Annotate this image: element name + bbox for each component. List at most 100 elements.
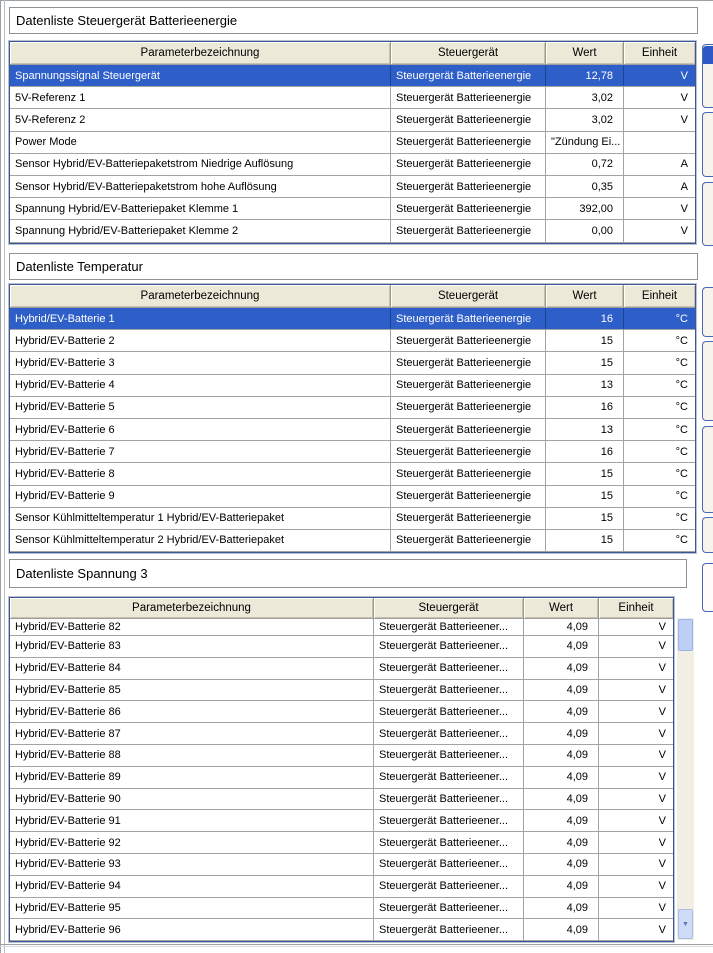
panel-title-steuergeraet-batterieenergie: Datenliste Steuergerät Batterieenergie	[9, 7, 698, 34]
table-row[interactable]: 5V-Referenz 1 Steuergerät Batterieenergie…	[10, 87, 695, 110]
cell-steuergeraet: Steuergerät Batterieenergie	[391, 529, 546, 552]
table-row[interactable]: Hybrid/EV-Batterie 3 Steuergerät Batterie…	[10, 352, 695, 375]
cell-steuergeraet: Steuergerät Batterieenergie	[391, 330, 546, 352]
cell-einheit: V	[658, 662, 666, 675]
cell-parameter: Spannung Hybrid/EV-Batteriepaket Klemme …	[10, 220, 391, 242]
column-header-parameterbezeichnung[interactable]: Parameterbezeichnung	[10, 285, 391, 307]
table-row[interactable]: Hybrid/EV-Batterie 8 Steuergerät Batterie…	[10, 463, 695, 486]
cell-parameter: Spannung Hybrid/EV-Batteriepaket Klemme …	[10, 198, 391, 220]
column-header-steuerger-t[interactable]: Steuergerät	[391, 42, 546, 64]
scroll-down-button[interactable]: ▼	[678, 909, 693, 939]
frame-border-bottom	[0, 944, 713, 945]
cell-wert: 4,09	[524, 788, 599, 810]
scrollbar-thumb[interactable]	[678, 619, 693, 651]
table-row[interactable]: Hybrid/EV-Batterie 1 Steuergerät Batterie…	[10, 308, 695, 331]
table-row[interactable]: Hybrid/EV-Batterie 93 Steuergerät Batteri…	[10, 853, 673, 876]
clipped-side-panel	[702, 112, 713, 177]
cell-wert: 4,09	[524, 810, 599, 832]
table-row[interactable]: Hybrid/EV-Batterie 85 Steuergerät Batteri…	[10, 679, 673, 702]
clipped-side-panel	[702, 287, 713, 337]
table-row[interactable]: Spannung Hybrid/EV-Batteriepaket Klemme …	[10, 220, 695, 243]
clipped-side-panel	[702, 563, 713, 612]
datalist-table-steuergeraet: Parameterbezeichnung Steuergerät Wert Einhe…	[9, 41, 696, 244]
table-row[interactable]: Hybrid/EV-Batterie 82 Steuergerät Batteri…	[10, 619, 673, 636]
table-row[interactable]: Hybrid/EV-Batterie 89 Steuergerät Batteri…	[10, 766, 673, 789]
cell-parameter: Hybrid/EV-Batterie 95	[10, 897, 374, 919]
table-row[interactable]: Hybrid/EV-Batterie 4 Steuergerät Batterie…	[10, 374, 695, 397]
table-row[interactable]: 5V-Referenz 2 Steuergerät Batterieenergie…	[10, 109, 695, 132]
frame-border-bottom-inner	[0, 946, 713, 947]
table-row[interactable]: Sensor Hybrid/EV-Batteriepaketstrom hohe…	[10, 175, 695, 199]
column-header-einheit[interactable]: Einheit	[624, 285, 695, 307]
column-header-einheit[interactable]: Einheit	[624, 42, 695, 64]
column-header-wert[interactable]: Wert	[546, 285, 624, 307]
cell-wert: 4,09	[524, 744, 599, 766]
cell-wert: 4,09	[524, 875, 599, 897]
table-row[interactable]: Sensor Kühlmitteltemperatur 1 Hybrid/EV-…	[10, 507, 695, 530]
cell-einheit: °C	[675, 490, 688, 503]
table-row[interactable]: Hybrid/EV-Batterie 5 Steuergerät Batterie…	[10, 396, 695, 419]
cell-wert: 15	[546, 463, 624, 485]
cell-einheit: V	[658, 836, 666, 849]
table-row[interactable]: Hybrid/EV-Batterie 94 Steuergerät Batteri…	[10, 875, 673, 898]
cell-wert: 16	[546, 441, 624, 463]
cell-wert: 0,00	[546, 220, 624, 242]
cell-steuergeraet: Steuergerät Batterieener...	[374, 636, 524, 657]
cell-parameter: Hybrid/EV-Batterie 8	[10, 463, 391, 485]
table-row[interactable]: Hybrid/EV-Batterie 83 Steuergerät Batteri…	[10, 636, 673, 658]
frame-border-left	[0, 0, 1, 953]
cell-parameter: Hybrid/EV-Batterie 90	[10, 788, 374, 810]
column-header-parameterbezeichnung[interactable]: Parameterbezeichnung	[10, 598, 374, 618]
table-row[interactable]: Hybrid/EV-Batterie 90 Steuergerät Batteri…	[10, 788, 673, 811]
table-row[interactable]: Sensor Kühlmitteltemperatur 2 Hybrid/EV-…	[10, 529, 695, 553]
table-row[interactable]: Hybrid/EV-Batterie 91 Steuergerät Batteri…	[10, 810, 673, 833]
cell-wert: 3,02	[546, 87, 624, 109]
column-header-steuerger-t[interactable]: Steuergerät	[391, 285, 546, 307]
table-row[interactable]: Hybrid/EV-Batterie 9 Steuergerät Batterie…	[10, 485, 695, 508]
cell-einheit: V	[658, 923, 666, 936]
cell-steuergeraet: Steuergerät Batterieenergie	[391, 418, 546, 441]
cell-einheit: V	[680, 224, 688, 237]
table-row[interactable]: Hybrid/EV-Batterie 6 Steuergerät Batterie…	[10, 418, 695, 442]
cell-wert: 4,09	[524, 897, 599, 919]
cell-einheit: °C	[675, 445, 688, 458]
clipped-side-panel-selection	[703, 46, 713, 64]
cell-einheit: V	[658, 771, 666, 784]
cell-parameter: Hybrid/EV-Batterie 92	[10, 832, 374, 853]
table-row[interactable]: Spannungssignal Steuergerät Steuergerät B…	[10, 65, 695, 88]
table-row[interactable]: Sensor Hybrid/EV-Batteriepaketstrom Nied…	[10, 153, 695, 176]
table-row[interactable]: Hybrid/EV-Batterie 92 Steuergerät Batteri…	[10, 832, 673, 854]
cell-einheit: V	[680, 69, 688, 82]
column-header-steuerger-t[interactable]: Steuergerät	[374, 598, 524, 618]
table-row[interactable]: Hybrid/EV-Batterie 87 Steuergerät Batteri…	[10, 723, 673, 745]
cell-parameter: Hybrid/EV-Batterie 88	[10, 744, 374, 766]
vertical-scrollbar[interactable]	[677, 618, 694, 940]
table-row[interactable]: Hybrid/EV-Batterie 84 Steuergerät Batteri…	[10, 657, 673, 680]
cell-parameter: Hybrid/EV-Batterie 96	[10, 919, 374, 941]
frame-border-top	[0, 0, 713, 1]
cell-steuergeraet: Steuergerät Batterieenergie	[391, 131, 546, 153]
cell-wert: 13	[546, 418, 624, 441]
cell-steuergeraet: Steuergerät Batterieenergie	[391, 153, 546, 175]
column-header-einheit[interactable]: Einheit	[599, 598, 673, 618]
cell-einheit: V	[658, 749, 666, 762]
column-header-wert[interactable]: Wert	[524, 598, 599, 618]
cell-wert: 16	[546, 396, 624, 418]
cell-steuergeraet: Steuergerät Batterieener...	[374, 832, 524, 853]
table-row[interactable]: Hybrid/EV-Batterie 7 Steuergerät Batterie…	[10, 441, 695, 464]
panel-title-temperatur: Datenliste Temperatur	[9, 253, 698, 280]
table-row[interactable]: Hybrid/EV-Batterie 96 Steuergerät Batteri…	[10, 919, 673, 942]
cell-parameter: Hybrid/EV-Batterie 3	[10, 352, 391, 374]
table-row[interactable]: Hybrid/EV-Batterie 2 Steuergerät Batterie…	[10, 330, 695, 353]
column-header-parameterbezeichnung[interactable]: Parameterbezeichnung	[10, 42, 391, 64]
column-header-wert[interactable]: Wert	[546, 42, 624, 64]
table-row[interactable]: Spannung Hybrid/EV-Batteriepaket Klemme …	[10, 198, 695, 221]
cell-einheit: V	[658, 640, 666, 653]
table-row[interactable]: Power Mode Steuergerät Batterieenergie "Zü…	[10, 131, 695, 154]
table-row[interactable]: Hybrid/EV-Batterie 86 Steuergerät Batteri…	[10, 701, 673, 724]
table-body: Hybrid/EV-Batterie 82 Steuergerät Batteri…	[10, 619, 673, 942]
cell-parameter: Hybrid/EV-Batterie 85	[10, 679, 374, 701]
table-row[interactable]: Hybrid/EV-Batterie 88 Steuergerät Batteri…	[10, 744, 673, 767]
table-row[interactable]: Hybrid/EV-Batterie 95 Steuergerät Batteri…	[10, 897, 673, 920]
cell-wert: 16	[546, 308, 624, 330]
